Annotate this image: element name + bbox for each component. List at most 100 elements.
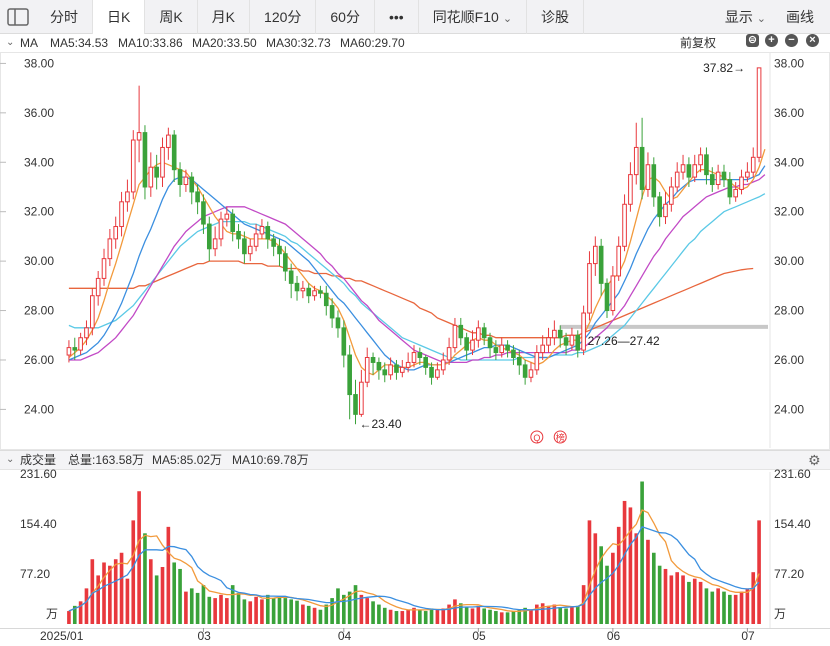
candle-body [610, 275, 616, 312]
adjust-label: 前复权 [680, 36, 717, 50]
candle-body [300, 287, 306, 292]
volume-bar [733, 594, 738, 624]
tab-0[interactable]: 分时 [36, 0, 93, 34]
volume-bar [336, 588, 340, 624]
low-annotation: ←23.40 [360, 417, 402, 431]
display-label: 显示 [724, 9, 753, 25]
volume-bar [178, 568, 182, 624]
volume-bar [575, 605, 580, 624]
candle-body [323, 292, 329, 307]
volume-bar [716, 588, 720, 624]
ma10-value: MA10:33.86 [118, 36, 183, 50]
tab-4[interactable]: 120分 [250, 0, 317, 34]
collapse-arrow-icon[interactable]: ⌄ [6, 37, 15, 48]
volume-bar [271, 598, 276, 624]
candle-body [329, 305, 335, 319]
candle-body [236, 230, 241, 240]
volume-bar [745, 588, 750, 624]
volume-bar [423, 611, 428, 624]
volume-bar [692, 578, 697, 624]
zoom-out-icon[interactable]: − [785, 34, 798, 47]
ma30-line [68, 193, 766, 361]
volume-ma10: MA10:69.78万 [232, 453, 309, 467]
volume-bar [728, 594, 732, 624]
candle-body [107, 238, 113, 260]
display-menu-button[interactable]: 显示 ⌄ [715, 0, 776, 34]
ma20-line [68, 174, 766, 364]
candle-body [429, 366, 434, 378]
candle-body [493, 347, 499, 354]
candle-body [745, 171, 750, 178]
close-icon[interactable]: × [806, 34, 819, 47]
high-annotation: 37.82→ [703, 61, 745, 75]
volume-bar [131, 520, 136, 624]
volume-bar [464, 607, 469, 624]
volume-ma10-line [68, 526, 760, 612]
candle-body [90, 295, 95, 329]
tab-3[interactable]: 月K [198, 0, 251, 34]
tab-5[interactable]: 60分 [316, 0, 375, 34]
candle-body [66, 347, 72, 356]
candle-body [669, 186, 674, 205]
volume-bar [558, 607, 563, 624]
candle-body [440, 359, 446, 371]
zoom-in-icon[interactable]: + [765, 34, 778, 47]
candle-body [663, 203, 668, 218]
candle-body [171, 134, 177, 171]
volume-bar [119, 552, 124, 624]
candle-body [364, 357, 370, 383]
volume-bar [593, 533, 598, 624]
volume-bar [295, 600, 299, 624]
gear-icon[interactable]: ⚙ [808, 452, 821, 468]
volume-bar [248, 601, 253, 624]
volume-bar [622, 500, 627, 624]
volume-bar [189, 588, 194, 624]
ma-label[interactable]: MA [20, 36, 38, 50]
candle-body [265, 226, 271, 240]
volume-bar [283, 598, 288, 624]
price-label-left: 28.00 [24, 304, 54, 318]
volume-bar [453, 599, 457, 624]
candle-body [674, 171, 680, 188]
volume-bar [698, 581, 703, 624]
price-label-left: 32.00 [24, 205, 54, 219]
tab-7[interactable]: 同花顺F10 [419, 0, 528, 34]
volume-bar [529, 609, 533, 624]
volume-bar [166, 526, 171, 624]
ma10-line [68, 165, 766, 371]
range-annotation: 27.26—27.42 [588, 334, 660, 348]
candle-body [148, 166, 154, 188]
price-label-right: 36.00 [774, 106, 804, 120]
tab-1[interactable]: 日K [93, 0, 146, 34]
tab-8[interactable]: 诊股 [527, 0, 585, 34]
price-label-right: 32.00 [774, 205, 804, 219]
date-label: 06 [607, 629, 621, 643]
candle-body [651, 164, 657, 198]
panel-toggle-icon[interactable] [6, 6, 30, 28]
volume-bar [143, 533, 147, 624]
candle-body [394, 364, 399, 373]
volume-bar [359, 594, 364, 624]
volume-bar [371, 601, 375, 624]
volume-bar [318, 609, 323, 624]
candle-body [563, 337, 569, 346]
candle-body [727, 179, 733, 198]
candle-body [505, 344, 510, 351]
volume-bar [681, 575, 685, 624]
draw-line-button[interactable]: 画线 [786, 9, 814, 25]
collapse-arrow-icon[interactable]: ⌄ [6, 454, 15, 465]
volume-bar [213, 598, 217, 624]
price-label-right: 24.00 [774, 402, 804, 416]
volume-label[interactable]: 成交量 [20, 453, 57, 467]
tab-6[interactable]: ••• [375, 0, 419, 34]
volume-label-left: 万 [46, 607, 58, 621]
tab-2[interactable]: 周K [145, 0, 198, 34]
candle-body [715, 171, 721, 186]
chart-settings-icon[interactable]: ⊜ [746, 34, 759, 47]
volume-bar [517, 609, 522, 624]
candle-body [540, 344, 545, 354]
volume-bar [377, 604, 381, 624]
volume-bar [260, 599, 264, 624]
candle-body [657, 196, 662, 218]
